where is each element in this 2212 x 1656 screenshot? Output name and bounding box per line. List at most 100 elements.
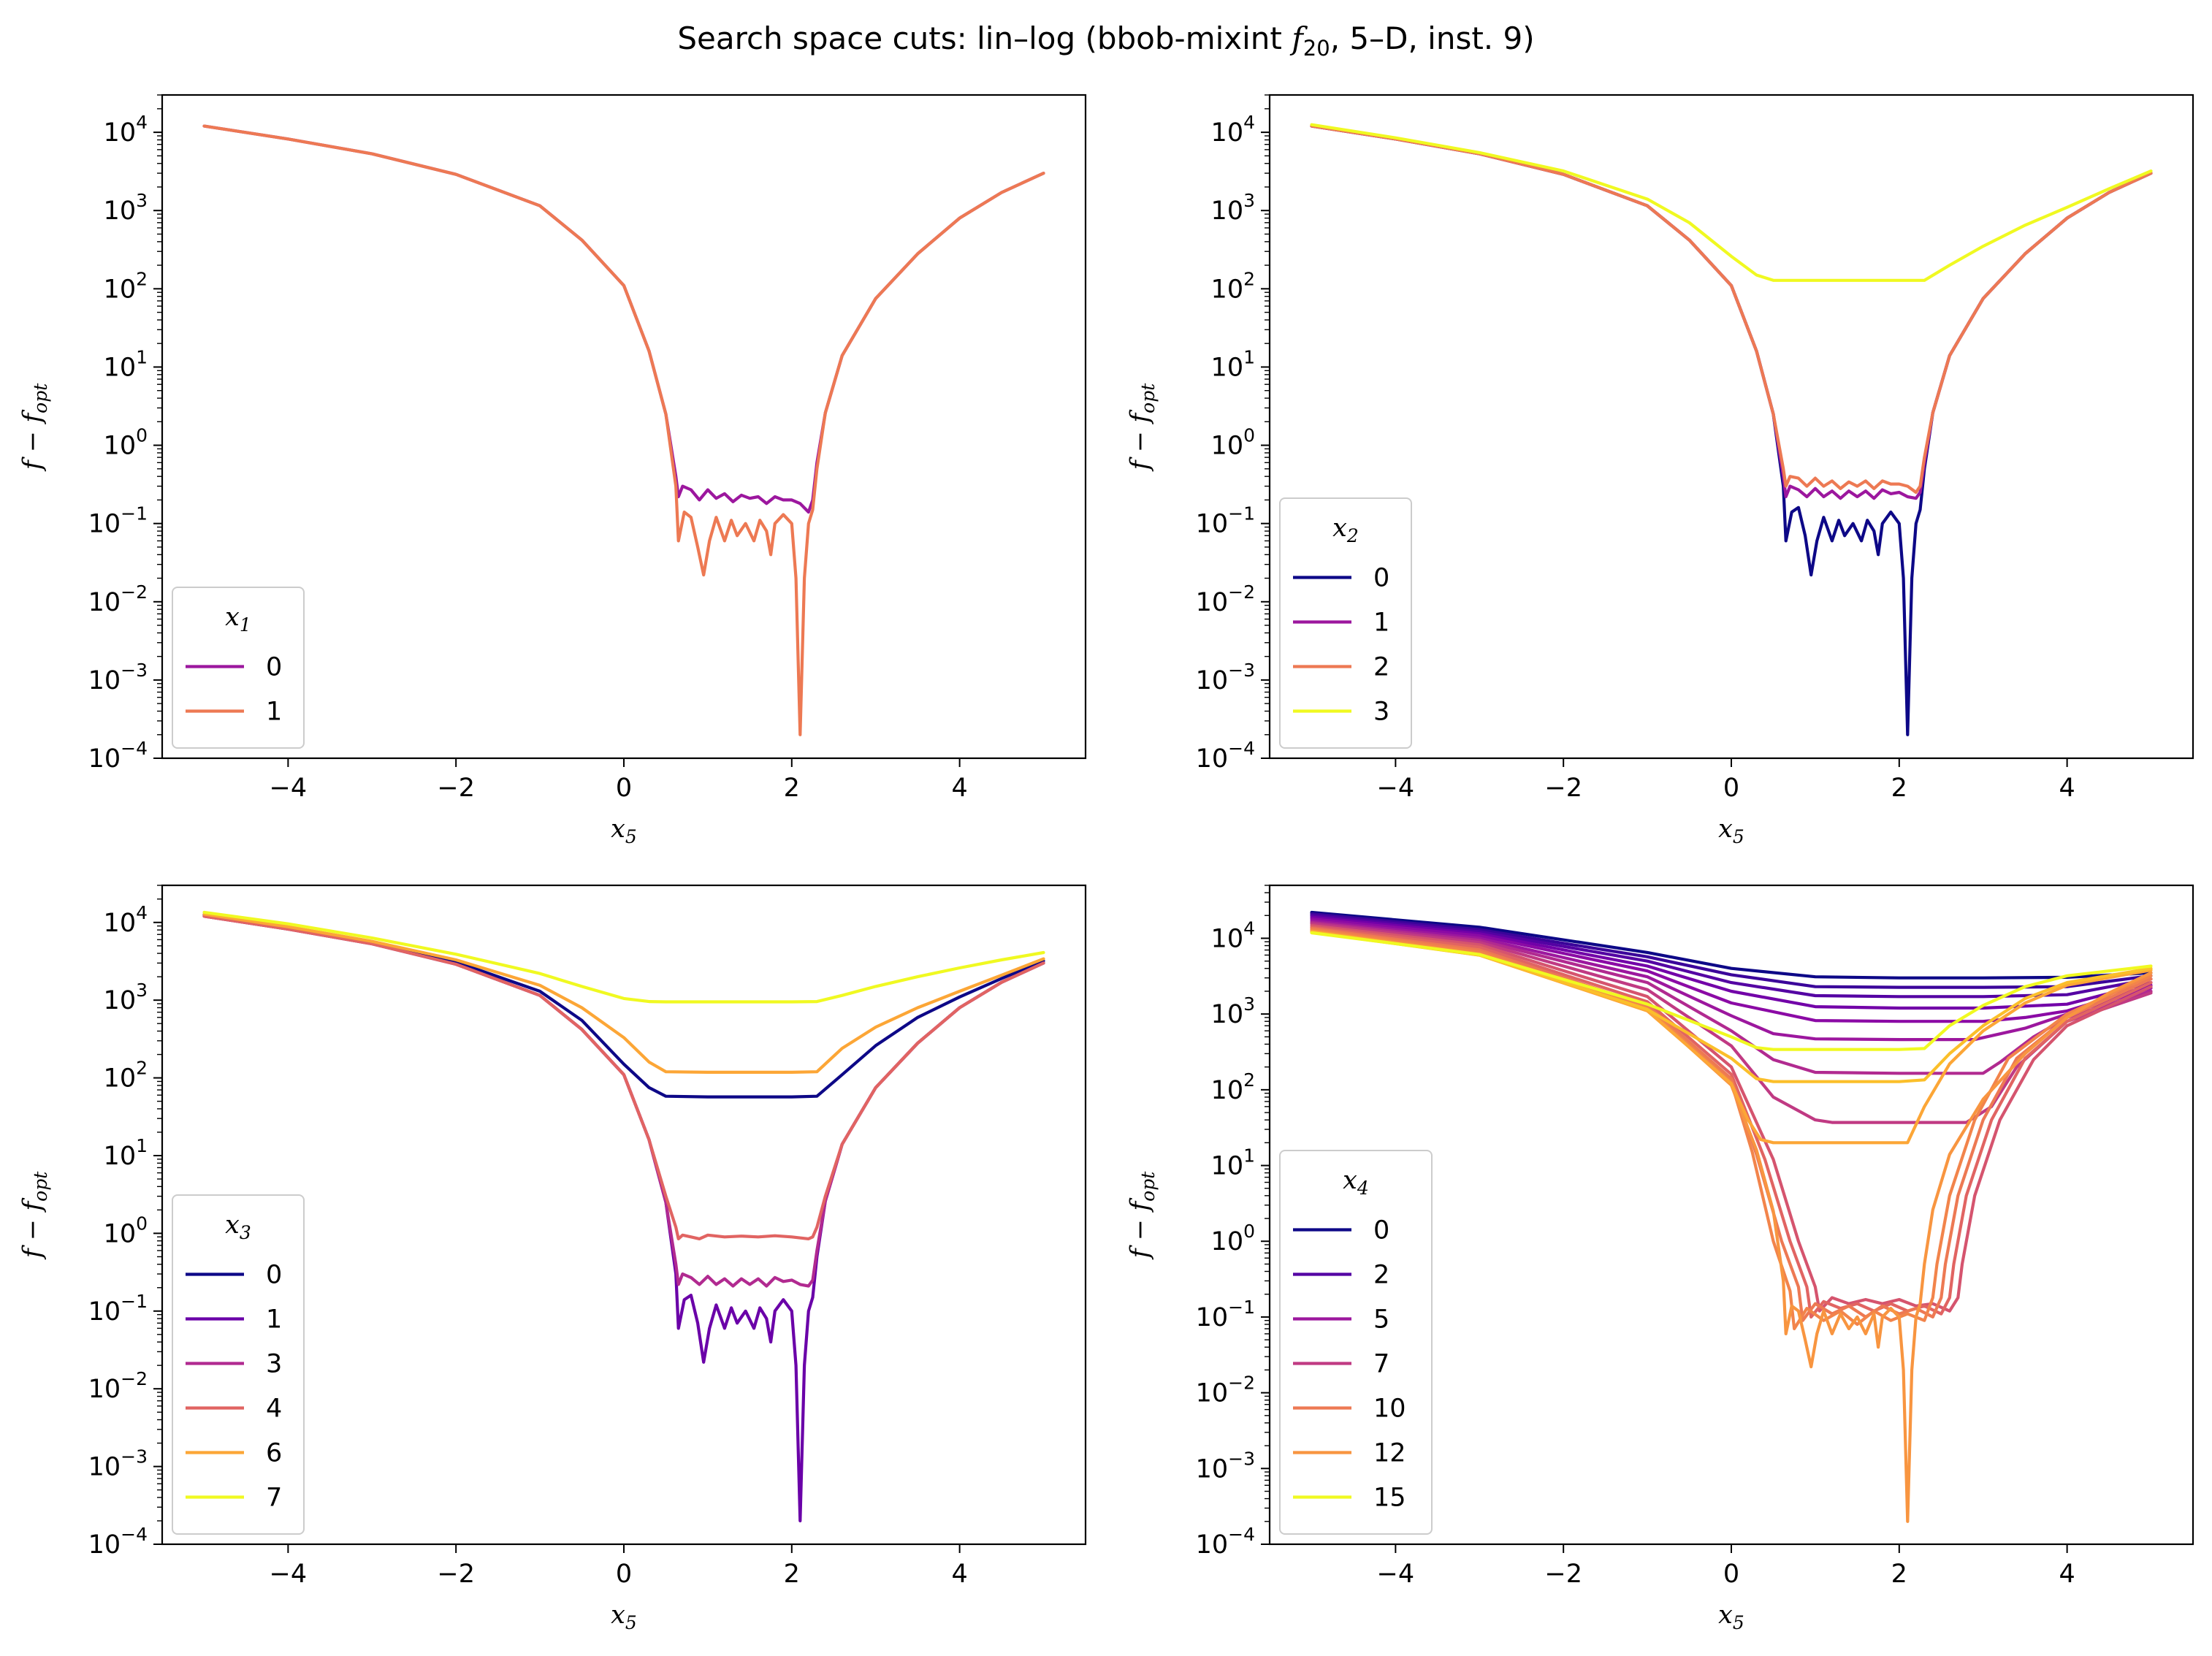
y-tick-label: 100 [1211, 425, 1255, 461]
y-tick-label: 10−1 [88, 503, 148, 539]
y-tick-label: 10−1 [88, 1291, 148, 1327]
legend-label: 6 [266, 1439, 282, 1468]
series-group [1310, 123, 2153, 736]
y-tick-label: 104 [104, 112, 148, 148]
y-tick-label: 10−4 [88, 738, 148, 774]
x-axis-label: x5 [611, 814, 637, 847]
y-tick-label: 10−4 [1196, 738, 1255, 774]
x-tick-label: 0 [1723, 1560, 1739, 1589]
series-line-1 [202, 124, 1045, 736]
x-tick-label: −2 [437, 774, 475, 803]
series-line-2 [1310, 914, 2153, 999]
subplot-3: −4 −2 0 2 410−410−310−210−1100101102103104x5… [18, 884, 1087, 1633]
y-axis-label: f − fopt [1126, 383, 1159, 473]
series-line-2 [1310, 124, 2153, 495]
y-tick-label: 101 [1211, 346, 1255, 382]
legend-label: 7 [266, 1484, 282, 1513]
y-tick-label: 102 [1211, 268, 1255, 304]
series-line-11 [1310, 928, 2153, 1331]
series-line-15 [1310, 931, 2153, 1051]
y-axis-label: f − fopt [18, 383, 51, 473]
legend-label: 15 [1373, 1484, 1406, 1513]
x-tick-label: 0 [1723, 774, 1739, 803]
y-tick-label: 102 [104, 268, 148, 304]
subplot-grid: −4 −2 0 2 410−410−310−210−1100101102103104x5… [18, 94, 2194, 1633]
y-tick-label: 10−3 [1196, 1448, 1255, 1484]
y-tick-label: 100 [104, 1213, 148, 1248]
x-axis-label: x5 [611, 1600, 637, 1633]
x-tick-label: 2 [1891, 774, 1907, 803]
legend-title: x2 [1332, 514, 1359, 546]
y-tick-label: 103 [104, 980, 148, 1015]
y-tick-label: 103 [1211, 993, 1255, 1029]
series-line-3 [1310, 915, 2153, 1010]
y-tick-label: 103 [1211, 190, 1255, 226]
series-line-0 [202, 913, 1045, 1099]
legend-label: 1 [266, 1305, 282, 1335]
legend: x1 0 1 [172, 587, 305, 749]
y-tick-label: 102 [1211, 1069, 1255, 1105]
y-tick-label: 10−3 [88, 660, 148, 695]
legend-title: x3 [225, 1210, 251, 1243]
series-line-0 [202, 124, 1045, 514]
legend-label: 12 [1373, 1439, 1406, 1468]
series-line-13 [1310, 930, 2153, 1145]
series-line-8 [1310, 924, 2153, 1313]
legend: x40 2 5 7 10 12 15 [1279, 1150, 1433, 1535]
series-line-7 [202, 910, 1045, 1004]
legend-label: 0 [266, 653, 282, 682]
legend-label: 7 [1373, 1350, 1389, 1379]
y-tick-label: 101 [104, 1135, 148, 1171]
y-tick-label: 10−2 [88, 1368, 148, 1404]
legend-box [1279, 1150, 1433, 1535]
x-axis-label: x5 [1718, 1600, 1744, 1633]
y-tick-label: 10−2 [88, 581, 148, 617]
x-tick-label: 2 [1891, 1560, 1907, 1589]
series-line-0 [1310, 124, 2153, 736]
x-tick-label: 2 [784, 1560, 800, 1589]
x-tick-label: −2 [1544, 774, 1582, 803]
x-tick-label: −2 [437, 1560, 475, 1589]
x-tick-label: 4 [2059, 774, 2075, 803]
legend: x2 0 1 2 3 [1279, 497, 1412, 749]
series-line-7 [1310, 922, 2153, 1124]
y-tick-label: 101 [104, 346, 148, 382]
series-line-1 [1310, 912, 2153, 989]
x-tick-label: 0 [616, 774, 632, 803]
y-axis-label: f − fopt [18, 1171, 51, 1261]
series-line-14 [1310, 931, 2153, 1083]
legend-label: 1 [1373, 608, 1389, 638]
legend-label: 3 [266, 1350, 282, 1379]
series-line-3 [1310, 123, 2153, 282]
series-line-1 [1310, 124, 2153, 500]
x-tick-label: 4 [2059, 1560, 2075, 1589]
y-tick-label: 10−1 [1196, 1297, 1255, 1332]
y-tick-label: 10−1 [1196, 503, 1255, 539]
legend-label: 0 [1373, 1216, 1389, 1245]
legend-label: 2 [1373, 653, 1389, 682]
legend-label: 0 [266, 1261, 282, 1290]
y-tick-label: 10−3 [1196, 660, 1255, 695]
y-tick-label: 10−2 [1196, 581, 1255, 617]
subplot-1: −4 −2 0 2 4 10−4 10−3 10−2 10−1 100 101 102 103 104 x5… [18, 94, 1087, 847]
x-tick-label: −4 [270, 774, 308, 803]
x-tick-label: −4 [270, 1560, 308, 1589]
x-axis-label: x5 [1718, 814, 1744, 847]
legend-label: 4 [266, 1394, 282, 1424]
x-tick-label: 2 [784, 774, 800, 803]
subplot-4: −4 −2 0 2 410−410−310−210−1100101102103104x5… [1126, 884, 2194, 1633]
series-line-3 [202, 915, 1045, 1288]
y-tick-label: 104 [1211, 112, 1255, 148]
y-tick-label: 104 [1211, 917, 1255, 953]
series-line-0 [1310, 910, 2153, 980]
series-line-4 [1310, 917, 2153, 1023]
y-tick-label: 103 [104, 190, 148, 226]
legend: x3 0 1 3 4 6 7 [172, 1194, 305, 1535]
series-line-4 [202, 915, 1045, 1240]
series-line-5 [1310, 919, 2153, 1042]
y-tick-label: 10−2 [1196, 1373, 1255, 1408]
series-group [202, 910, 1045, 1523]
y-tick-label: 10−3 [88, 1446, 148, 1482]
series-line-12 [1310, 929, 2153, 1523]
